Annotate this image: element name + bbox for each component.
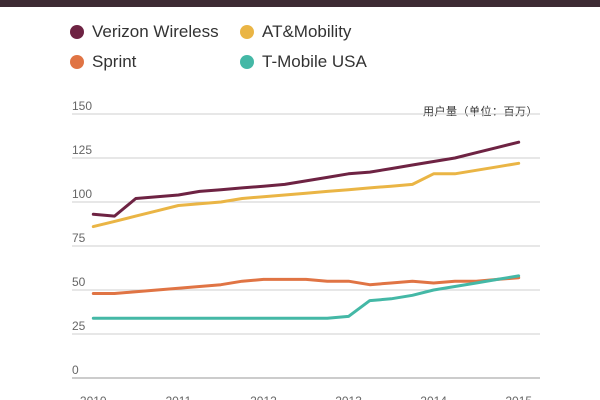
- x-tick-label: 2012: [250, 394, 277, 400]
- y-axis-unit-label: 用户量（单位：百万）: [423, 106, 538, 118]
- x-tick-label: 2013: [335, 394, 362, 400]
- top-banner-bar: [0, 0, 600, 7]
- y-tick-label: 0: [72, 363, 79, 377]
- y-tick-label: 125: [72, 143, 92, 157]
- legend-swatch-verizon: [70, 25, 84, 39]
- y-tick-label: 75: [72, 231, 86, 245]
- legend-label-tmobile: T-Mobile USA: [262, 52, 367, 71]
- y-tick-label: 50: [72, 275, 86, 289]
- legend-item-sprint: Sprint: [70, 52, 136, 72]
- legend-swatch-sprint: [70, 55, 84, 69]
- legend-item-att: AT&Mobility: [240, 22, 351, 42]
- series-line-att: [91, 161, 521, 229]
- legend-item-verizon: Verizon Wireless: [70, 22, 219, 42]
- series-line-verizon: [91, 140, 521, 218]
- legend-label-verizon: Verizon Wireless: [92, 22, 219, 41]
- x-tick-label: 2010: [80, 394, 107, 400]
- x-tick-label: 2011: [165, 394, 191, 400]
- legend-label-att: AT&Mobility: [262, 22, 352, 41]
- y-tick-label: 25: [72, 319, 86, 333]
- legend-swatch-att: [240, 25, 254, 39]
- series-line-sprint: [91, 276, 521, 295]
- series-line-tmobile: [91, 274, 521, 320]
- chart-legend: Verizon Wireless AT&Mobility Sprint T-Mo…: [70, 22, 550, 78]
- x-tick-label: 2015: [505, 394, 532, 400]
- legend-item-tmobile: T-Mobile USA: [240, 52, 367, 72]
- x-tick-label: 2014: [420, 394, 447, 400]
- legend-label-sprint: Sprint: [92, 52, 137, 71]
- y-tick-label: 150: [72, 99, 92, 113]
- y-tick-label: 100: [72, 187, 92, 201]
- legend-swatch-tmobile: [240, 55, 254, 69]
